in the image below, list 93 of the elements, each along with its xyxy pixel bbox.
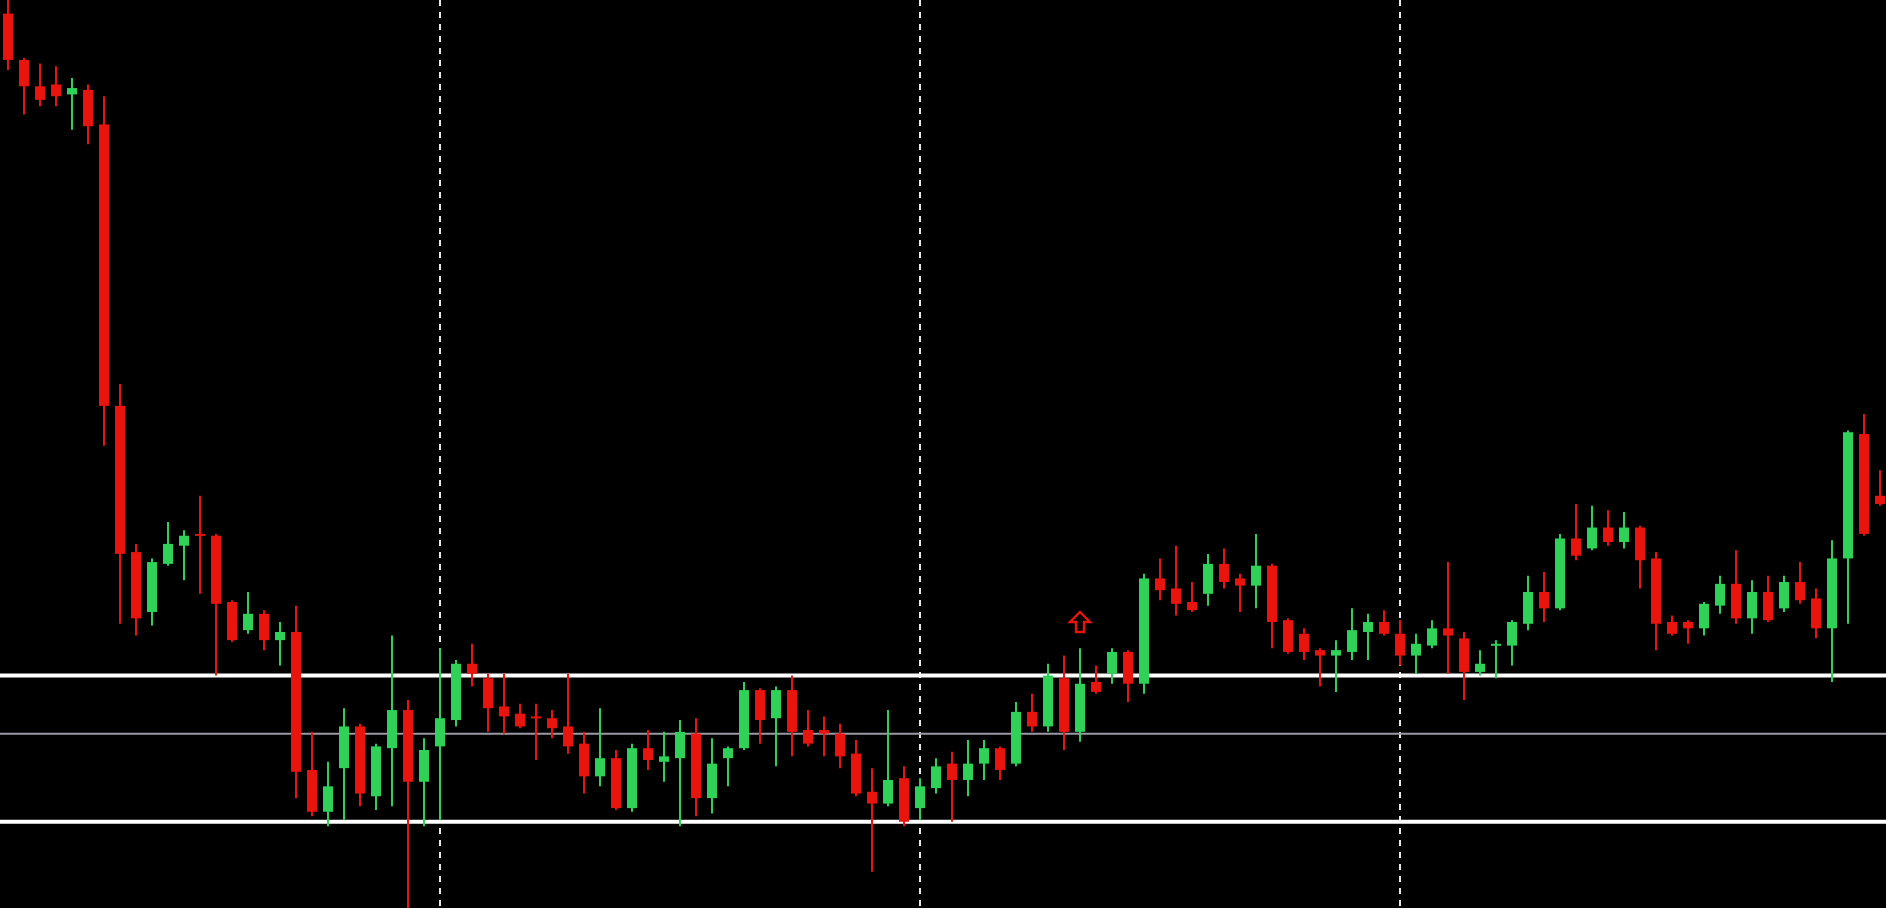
candlestick bbox=[1187, 581, 1197, 613]
candlestick bbox=[787, 674, 797, 758]
candlestick bbox=[979, 739, 989, 781]
candlestick bbox=[243, 591, 253, 635]
candlestick bbox=[1747, 579, 1757, 635]
candlestick bbox=[851, 739, 861, 798]
candlestick bbox=[1875, 469, 1885, 507]
candlestick bbox=[1283, 617, 1293, 655]
candlestick bbox=[1203, 552, 1213, 607]
candlestick bbox=[1475, 649, 1485, 677]
candlestick bbox=[963, 739, 973, 798]
candlestick bbox=[1491, 639, 1501, 680]
candlestick bbox=[323, 760, 333, 828]
candlestick bbox=[1315, 647, 1325, 688]
candlestick bbox=[1155, 557, 1165, 602]
candlestick bbox=[1811, 587, 1821, 640]
candlestick bbox=[899, 765, 909, 828]
candlestick bbox=[1411, 632, 1421, 675]
candlestick bbox=[659, 730, 669, 783]
candlestick bbox=[35, 62, 45, 108]
candlestick bbox=[1091, 664, 1101, 695]
candlestick bbox=[1171, 544, 1181, 617]
candlestick bbox=[1235, 572, 1245, 613]
candlestick bbox=[1635, 524, 1645, 590]
candlestick bbox=[1779, 574, 1789, 613]
candlestick bbox=[1251, 532, 1261, 610]
candlestick bbox=[83, 83, 93, 146]
candlestick bbox=[419, 737, 429, 828]
candlestick bbox=[1299, 627, 1309, 662]
candlestick bbox=[1667, 614, 1677, 637]
candlestick bbox=[515, 702, 525, 730]
candlestick bbox=[995, 745, 1005, 781]
candlestick bbox=[1459, 630, 1469, 702]
candlestick bbox=[1539, 571, 1549, 623]
candlestick bbox=[51, 65, 61, 108]
candlestick bbox=[387, 634, 397, 808]
candlestick bbox=[307, 730, 317, 818]
candlestick bbox=[1331, 639, 1341, 693]
candlestick bbox=[819, 715, 829, 758]
candlestick bbox=[1731, 549, 1741, 625]
candlestick bbox=[723, 745, 733, 788]
candlestick bbox=[179, 529, 189, 582]
candlestick bbox=[755, 687, 765, 745]
candlestick bbox=[771, 685, 781, 768]
candlestick bbox=[1363, 612, 1373, 662]
candlestick bbox=[1715, 574, 1725, 615]
candlestick bbox=[1395, 619, 1405, 667]
candlestick bbox=[275, 620, 285, 667]
candlestick bbox=[3, 0, 13, 71]
candlestick bbox=[1683, 619, 1693, 645]
candlestick bbox=[1443, 561, 1453, 675]
candlestick bbox=[1571, 502, 1581, 562]
candlestick bbox=[803, 709, 813, 748]
candlestick bbox=[163, 521, 173, 567]
candlestick bbox=[883, 709, 893, 808]
candlestick bbox=[227, 599, 237, 643]
candlestick bbox=[835, 722, 845, 770]
candlestick bbox=[947, 750, 957, 823]
candlestick bbox=[595, 707, 605, 788]
candlestick bbox=[1795, 561, 1805, 605]
candlestick bbox=[339, 707, 349, 821]
candlestick bbox=[195, 494, 205, 595]
candlestick bbox=[67, 77, 77, 131]
candlestick bbox=[531, 702, 541, 761]
candlestick bbox=[1027, 692, 1037, 733]
candlestick bbox=[1123, 649, 1133, 703]
candlestick bbox=[483, 672, 493, 733]
candlestick bbox=[467, 642, 477, 688]
candlestick bbox=[707, 737, 717, 815]
candlestick bbox=[1107, 647, 1117, 685]
candlestick bbox=[1699, 601, 1709, 637]
candlestick bbox=[259, 609, 269, 652]
candlestick bbox=[547, 709, 557, 740]
candlestick bbox=[643, 729, 653, 771]
candlestick bbox=[1427, 619, 1437, 650]
candlestick bbox=[1219, 547, 1229, 590]
candlestick bbox=[1347, 607, 1357, 662]
candlestick bbox=[931, 757, 941, 795]
candlestick bbox=[435, 647, 445, 821]
candlestick bbox=[1763, 574, 1773, 623]
candlestick bbox=[675, 719, 685, 828]
candlestick bbox=[1379, 609, 1389, 637]
candlestick bbox=[563, 672, 573, 755]
candlestick bbox=[915, 777, 925, 821]
candlestick bbox=[499, 672, 509, 735]
candlestick bbox=[19, 57, 29, 116]
candlestick bbox=[1603, 509, 1613, 547]
candlestick bbox=[1587, 504, 1597, 552]
candlestick bbox=[867, 767, 877, 873]
candlestick bbox=[1507, 619, 1517, 667]
candlestick bbox=[1619, 511, 1629, 550]
candlestick bbox=[1523, 574, 1533, 632]
candlestick bbox=[579, 730, 589, 795]
